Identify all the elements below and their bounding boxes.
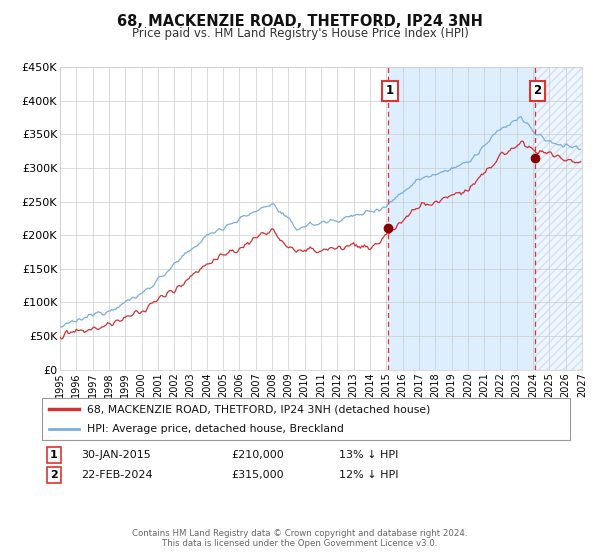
Text: 68, MACKENZIE ROAD, THETFORD, IP24 3NH: 68, MACKENZIE ROAD, THETFORD, IP24 3NH xyxy=(117,14,483,29)
Text: 2: 2 xyxy=(533,84,542,97)
Text: Price paid vs. HM Land Registry's House Price Index (HPI): Price paid vs. HM Land Registry's House … xyxy=(131,27,469,40)
Text: 1: 1 xyxy=(50,450,58,460)
Text: 68, MACKENZIE ROAD, THETFORD, IP24 3NH (detached house): 68, MACKENZIE ROAD, THETFORD, IP24 3NH (… xyxy=(87,404,430,414)
Text: Contains HM Land Registry data © Crown copyright and database right 2024.: Contains HM Land Registry data © Crown c… xyxy=(132,529,468,538)
Text: HPI: Average price, detached house, Breckland: HPI: Average price, detached house, Brec… xyxy=(87,424,344,434)
Text: 22-FEB-2024: 22-FEB-2024 xyxy=(81,470,152,480)
Text: 30-JAN-2015: 30-JAN-2015 xyxy=(81,450,151,460)
Text: 2: 2 xyxy=(50,470,58,480)
Text: 1: 1 xyxy=(386,84,394,97)
Text: 13% ↓ HPI: 13% ↓ HPI xyxy=(339,450,398,460)
Text: £315,000: £315,000 xyxy=(231,470,284,480)
Text: 12% ↓ HPI: 12% ↓ HPI xyxy=(339,470,398,480)
Text: This data is licensed under the Open Government Licence v3.0.: This data is licensed under the Open Gov… xyxy=(163,539,437,548)
Bar xyxy=(388,67,535,370)
Text: £210,000: £210,000 xyxy=(231,450,284,460)
Bar xyxy=(535,67,582,370)
